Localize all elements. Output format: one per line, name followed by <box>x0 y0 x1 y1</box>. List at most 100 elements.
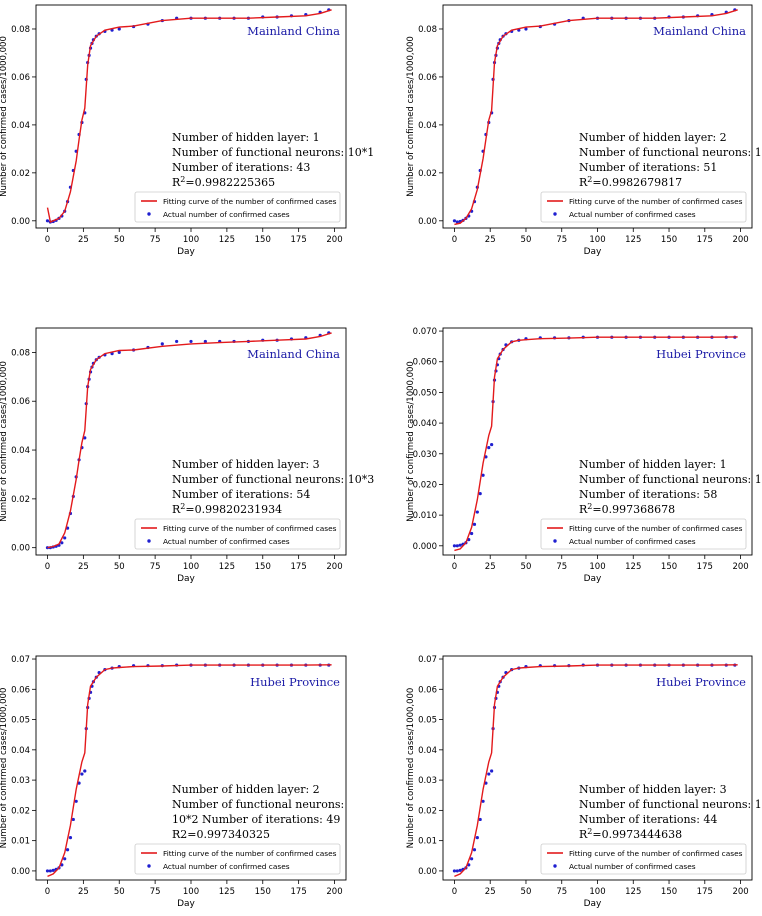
x-tick-label: 125 <box>625 562 641 572</box>
actual-point <box>63 857 67 861</box>
legend-fit-label: Fitting curve of the number of confirmed… <box>163 849 337 858</box>
legend-box <box>540 518 747 550</box>
r2-label: R <box>172 503 181 516</box>
x-tick-label: 25 <box>78 235 89 245</box>
x-tick-label: 0 <box>45 235 50 245</box>
actual-point <box>481 473 485 477</box>
y-tick-label: 0.05 <box>11 716 30 726</box>
annotation-line: Number of functional neurons: 10*1 <box>579 473 762 486</box>
annotation-line: Number of functional neurons: 10*1 <box>172 146 374 159</box>
chart-panel-2: 0 25 50 75 100 125 150 175 200 0.00 0.02 0.04 0.06 0.… <box>406 4 762 257</box>
actual-point <box>45 869 50 873</box>
actual-point <box>83 769 87 773</box>
annotation-line: 10*2 Number of iterations: 49 <box>172 813 340 826</box>
actual-point <box>51 868 55 872</box>
x-tick-label: 50 <box>114 235 125 245</box>
actual-point <box>203 339 207 344</box>
y-tick-label: 0.06 <box>11 397 30 407</box>
actual-point <box>83 436 87 440</box>
y-tick-label: 0.04 <box>11 746 30 756</box>
y-tick-label: 0.04 <box>11 446 30 456</box>
y-tick-label: 0.07 <box>418 655 437 665</box>
actual-point <box>48 869 52 873</box>
annotation-line: Number of hidden layer: 2 <box>172 783 320 796</box>
y-axis-label: Number of confirmed cases/1000,000 <box>406 688 416 849</box>
legend-actual-swatch <box>553 539 557 543</box>
x-tick-label: 200 <box>326 887 342 897</box>
x-tick-label: 25 <box>485 562 496 572</box>
r2-value: R2=0.997368678 <box>579 502 675 516</box>
actual-point <box>458 543 462 547</box>
r2-superscript: 2 <box>180 502 185 511</box>
x-tick-label: 0 <box>452 235 457 245</box>
region-label: Hubei Province <box>656 347 746 361</box>
y-tick-label: 0.06 <box>11 73 30 83</box>
y-tick-label: 0.08 <box>418 25 437 35</box>
x-tick-label: 150 <box>661 562 677 572</box>
x-tick-label: 175 <box>291 235 307 245</box>
x-tick-label: 175 <box>291 887 307 897</box>
legend-actual-swatch <box>553 864 557 868</box>
x-tick-label: 100 <box>183 562 199 572</box>
actual-point <box>470 531 474 536</box>
r2-superscript: 2 <box>180 175 185 184</box>
x-tick-label: 100 <box>589 887 605 897</box>
y-tick-label: 0.01 <box>11 837 30 847</box>
actual-point <box>452 869 457 873</box>
x-tick-label: 25 <box>78 887 89 897</box>
legend-fit-label: Fitting curve of the number of confirmed… <box>569 524 743 533</box>
actual-point <box>455 869 459 873</box>
legend-actual-label: Actual number of confirmed cases <box>163 210 290 219</box>
legend-actual-swatch <box>147 864 151 868</box>
y-axis-label: Number of confirmed cases/1000,000 <box>0 688 9 849</box>
actual-point <box>458 868 462 872</box>
annotation-line: Number of functional neurons: 10*3 <box>172 473 374 486</box>
legend-box <box>540 843 747 875</box>
x-tick-label: 150 <box>255 235 271 245</box>
x-axis-label: Day <box>584 247 602 257</box>
r2-value: R2=0.99820231934 <box>172 502 282 516</box>
x-axis-label: Day <box>177 574 195 584</box>
x-tick-label: 25 <box>78 562 89 572</box>
r2-number: =0.9982225365 <box>185 176 275 189</box>
y-tick-label: 0.02 <box>11 495 30 505</box>
y-tick-label: 0.03 <box>11 776 30 786</box>
x-tick-label: 100 <box>589 562 605 572</box>
y-tick-label: 0.050 <box>413 388 437 398</box>
x-tick-label: 150 <box>661 887 677 897</box>
annotation-line: Number of hidden layer: 2 <box>579 131 727 144</box>
actual-point <box>71 817 75 822</box>
chart-panel-5: 0 25 50 75 100 125 150 175 200 0.00 0.01 0.02 0.03 0.… <box>0 655 347 909</box>
actual-point <box>60 541 64 545</box>
chart-panel-1: 0 25 50 75 100 125 150 175 200 0.00 0.02 0.04 0.06 0.… <box>0 4 374 257</box>
x-tick-label: 100 <box>183 235 199 245</box>
actual-point <box>470 857 474 861</box>
r2-superscript: 2 <box>587 175 592 184</box>
x-tick-label: 200 <box>732 887 748 897</box>
r2-value: R2=0.9973444638 <box>579 827 682 841</box>
x-tick-label: 75 <box>556 562 567 572</box>
y-tick-label: 0.01 <box>418 837 437 847</box>
y-axis-label: Number of confirmed cases/1000,000 <box>406 361 416 522</box>
fit-curve <box>454 9 738 226</box>
chart-panel-4: 0 25 50 75 100 125 150 175 200 0.000 0.010 0.020 0.0… <box>406 327 762 584</box>
actual-point <box>68 836 73 840</box>
legend-actual-label: Actual number of confirmed cases <box>569 537 696 546</box>
actual-point <box>65 848 70 852</box>
annotation-line: Number of hidden layer: 1 <box>172 131 320 144</box>
x-tick-label: 125 <box>219 562 235 572</box>
legend-actual-swatch <box>147 212 151 216</box>
y-tick-label: 0.02 <box>11 169 30 179</box>
actual-point <box>475 836 479 840</box>
x-tick-label: 0 <box>452 562 457 572</box>
actual-point <box>472 522 477 526</box>
actual-point <box>74 799 78 803</box>
annotation-line: Number of iterations: 58 <box>579 488 717 501</box>
actual-point <box>490 442 494 447</box>
x-tick-label: 75 <box>150 562 161 572</box>
x-tick-label: 50 <box>521 562 532 572</box>
x-tick-label: 175 <box>697 887 713 897</box>
y-tick-label: 0.060 <box>413 358 437 368</box>
y-tick-label: 0.04 <box>418 746 437 756</box>
